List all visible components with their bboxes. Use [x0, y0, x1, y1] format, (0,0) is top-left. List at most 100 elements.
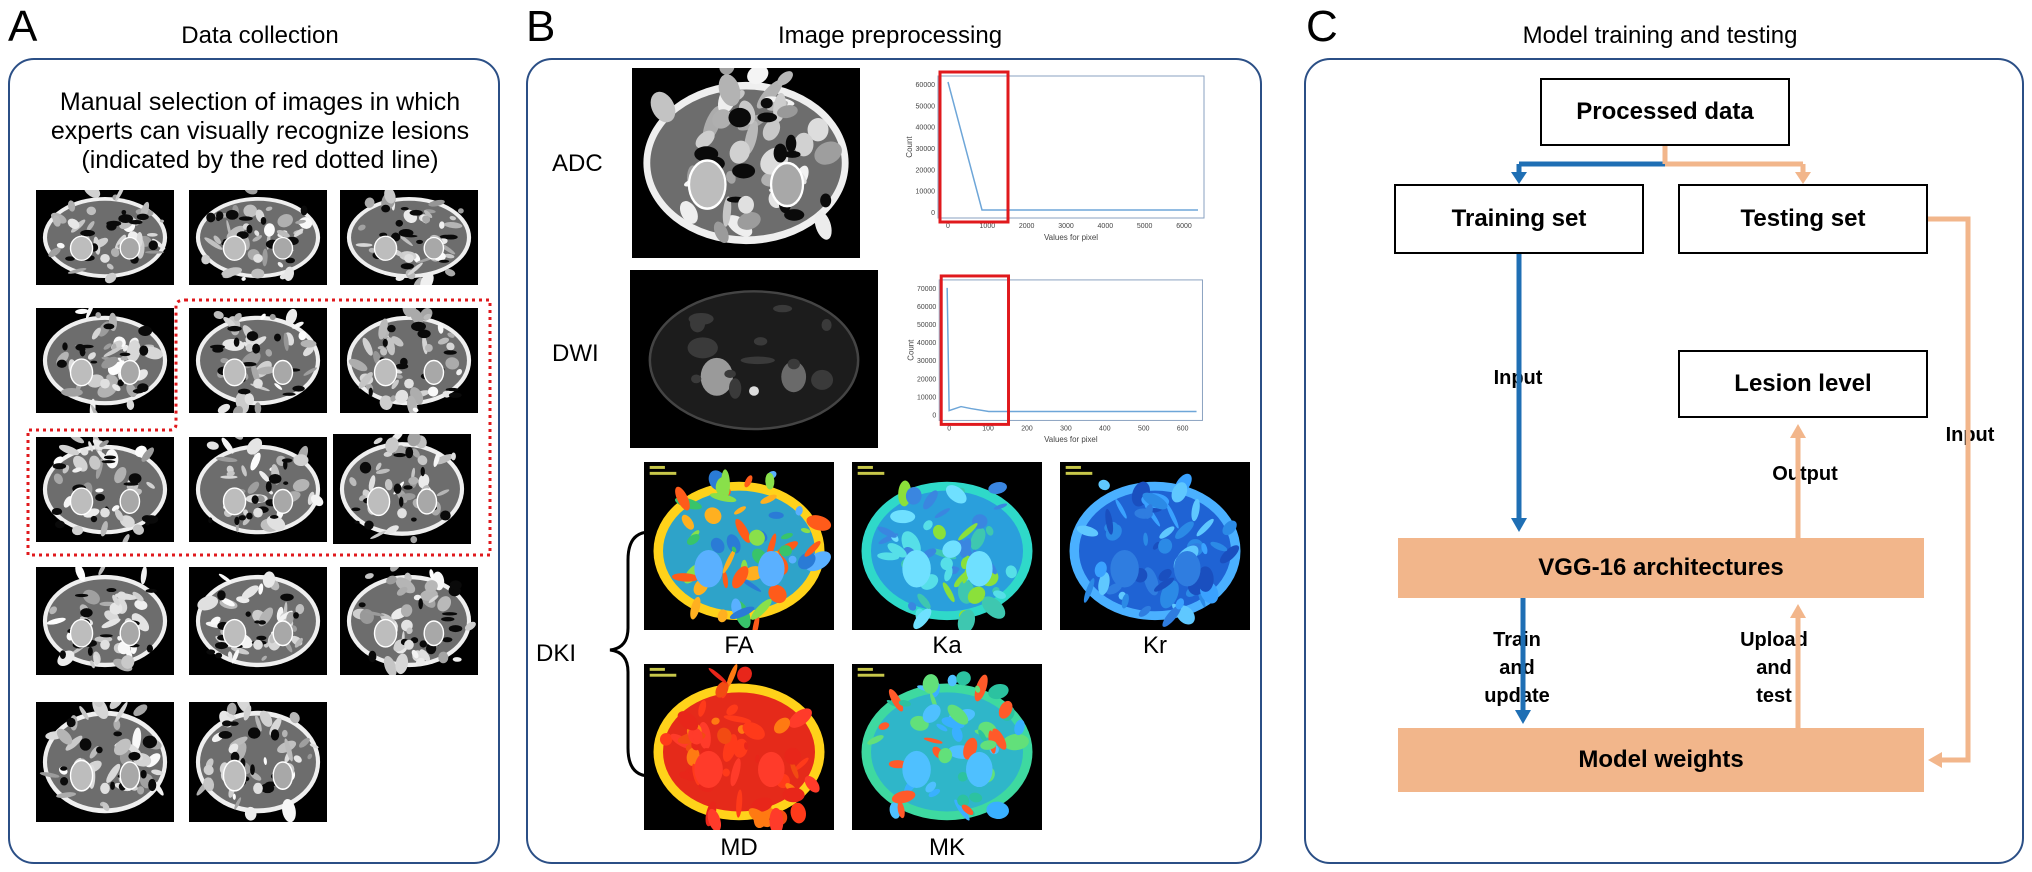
histogram-xtick-label: 100: [982, 425, 994, 432]
histogram-ytick-label: 30000: [917, 358, 936, 365]
histogram-ytick-label: 30000: [916, 146, 936, 153]
panel-c-title: Model training and testing: [1522, 22, 1798, 49]
upload-test-line-1: Upload: [1740, 629, 1808, 651]
histogram-xlabel: Values for pixel: [1044, 233, 1098, 242]
row-label-dwi: DWI: [552, 340, 599, 367]
input-label-right: Input: [1945, 424, 1995, 446]
mri-thumbnail-10: [36, 567, 174, 675]
histogram-red-highlight: [938, 70, 1010, 224]
mri-thumbnail-8: [189, 437, 327, 542]
mri-scan-graphic: [195, 437, 324, 535]
histogram-ylabel: Count: [907, 339, 916, 361]
mri-scan-graphic: [339, 434, 465, 544]
panel-c-letter: C: [1306, 2, 1338, 51]
mri-scan-graphic: [195, 308, 321, 413]
mri-scan-graphic: [39, 702, 168, 814]
input-label-left: Input: [1493, 367, 1543, 389]
output-label: Output: [1772, 463, 1838, 485]
mri-scan-graphic: [42, 437, 168, 542]
mri-thumbnail-9: [333, 434, 471, 544]
histogram-xtick-label: 300: [1060, 425, 1072, 432]
histogram-xtick-label: 200: [1021, 425, 1033, 432]
mri-thumbnail-1: [36, 190, 174, 285]
mri-scan-graphic: [42, 308, 168, 413]
md-map: [644, 664, 834, 830]
train-update-line-3: update: [1484, 685, 1550, 707]
kr-map: [1060, 462, 1250, 630]
mri-thumbnail-6: [340, 308, 478, 413]
train-update-label: Train and update: [1462, 626, 1572, 710]
histogram-ytick-label: 0: [932, 412, 936, 419]
mri-scan-graphic: [195, 571, 321, 668]
panel-a-frame: [8, 58, 500, 864]
dwi-image: [630, 270, 878, 448]
histogram-ylabel: Count: [905, 136, 914, 158]
panel-a-description: Manual selection of images in which expe…: [30, 88, 490, 175]
processed-data-box: Processed data: [1540, 78, 1790, 146]
histogram-xtick-label: 0: [947, 425, 951, 432]
description-line-3: (indicated by the red dotted line): [81, 146, 439, 174]
histogram-xtick-label: 3000: [1058, 223, 1074, 230]
panel-a-letter: A: [8, 2, 38, 51]
dwi-histogram: 70000 60000 50000 40000 30000 20000 10000 0 0 100…: [898, 272, 1216, 462]
mri-scan-graphic: [346, 567, 476, 675]
panel-a-title: Data collection: [181, 22, 339, 49]
parametric-map-graphic: [649, 465, 832, 630]
histogram-xtick-label: 1000: [980, 223, 996, 230]
upload-test-line-2: and: [1756, 657, 1792, 679]
parametric-map-graphic: [857, 465, 1033, 630]
histogram-xtick-label: 2000: [1019, 223, 1035, 230]
mri-scan-graphic: [648, 290, 860, 431]
vgg16-architecture-box: VGG-16 architectures: [1398, 538, 1924, 598]
panel-c-frame: [1304, 58, 2024, 864]
mri-thumbnail-12: [340, 567, 478, 675]
histogram-xtick-label: 400: [1099, 425, 1111, 432]
mri-scan-graphic: [643, 68, 849, 245]
fa-map: [644, 462, 834, 630]
panel-b-letter: B: [526, 2, 556, 51]
ka-caption: Ka: [932, 632, 962, 659]
histogram-xtick-label: 600: [1177, 425, 1189, 432]
mk-map: [852, 664, 1042, 830]
description-line-1: Manual selection of images in which: [59, 88, 461, 116]
histogram-curve: [946, 287, 1197, 413]
histogram-ytick-label: 60000: [916, 82, 936, 89]
histogram-ytick-label: 20000: [916, 167, 936, 174]
histogram-xtick-label: 0: [946, 223, 950, 230]
row-label-dki: DKI: [536, 640, 577, 667]
histogram-ytick-label: 70000: [917, 286, 936, 293]
panel-b-title: Image preprocessing: [777, 22, 1003, 49]
mri-thumbnail-14: [189, 702, 327, 822]
mk-caption: MK: [929, 834, 965, 861]
mri-scan-graphic: [195, 702, 321, 822]
testing-set-box: Testing set: [1678, 184, 1928, 254]
histogram-ytick-label: 50000: [916, 103, 936, 110]
histogram-xtick-label: 500: [1138, 425, 1150, 432]
histogram-xtick-label: 4000: [1098, 223, 1114, 230]
ka-map: [852, 462, 1042, 630]
training-set-box: Training set: [1394, 184, 1644, 254]
fa-caption: FA: [724, 632, 754, 659]
histogram-curve: [947, 81, 1198, 211]
mri-thumbnail-2: [189, 190, 327, 285]
histogram-xtick-label: 5000: [1137, 223, 1153, 230]
mri-thumbnail-7: [36, 437, 174, 542]
histogram-plot-area: [938, 279, 1203, 421]
histogram-ytick-label: 60000: [917, 304, 936, 311]
histogram-red-highlight: [939, 274, 1010, 426]
parametric-map-graphic: [857, 667, 1033, 821]
lesion-level-box: Lesion level: [1678, 350, 1928, 418]
md-caption: MD: [720, 834, 758, 861]
panel-b-frame: [526, 58, 1262, 864]
train-update-line-2: and: [1499, 657, 1535, 679]
histogram-plot-area: [937, 75, 1205, 219]
mri-scan-graphic: [42, 190, 168, 284]
train-update-line-1: Train: [1493, 629, 1541, 651]
mri-thumbnail-3: [340, 190, 478, 285]
mri-thumbnail-11: [189, 567, 327, 675]
histogram-ytick-label: 40000: [917, 340, 936, 347]
parametric-map-graphic: [649, 664, 825, 830]
row-label-adc: ADC: [552, 150, 603, 177]
upload-test-line-3: test: [1756, 685, 1792, 707]
mri-scan-graphic: [346, 308, 472, 413]
